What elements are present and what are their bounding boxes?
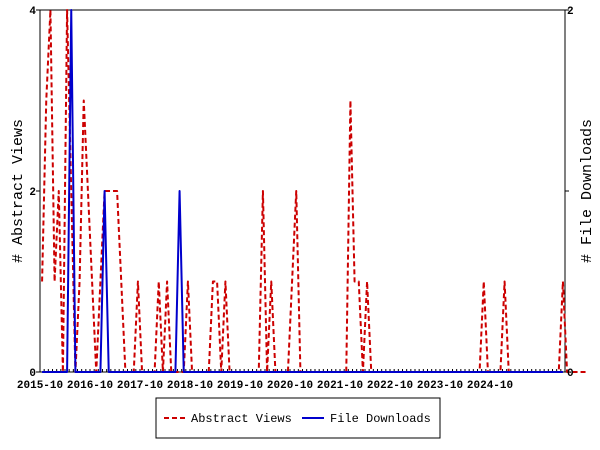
series-layer xyxy=(41,9,588,373)
x-tick-label: 2022-10 xyxy=(367,380,413,392)
x-tick-label: 2018-10 xyxy=(167,380,213,392)
x-tick-label: 2019-10 xyxy=(217,380,263,392)
x-tick-label: 2016-10 xyxy=(67,380,113,392)
y-right-axis-title: # File Downloads xyxy=(579,119,596,263)
y-left-tick-label: 0 xyxy=(29,368,36,380)
series-line-file-downloads xyxy=(42,9,563,373)
x-tick-label: 2023-10 xyxy=(417,380,463,392)
tick-labels: 2015-10 2016-10 2017-10 2018-10 2019-10 2020-… xyxy=(17,6,574,392)
x-tick-label: 2020-10 xyxy=(267,380,313,392)
legend-box xyxy=(155,397,441,439)
series-line-abstract-views xyxy=(41,9,588,373)
y-right-tick-label: 2 xyxy=(567,6,574,18)
y-left-axis-title: # Abstract Views xyxy=(10,119,27,263)
y-left-tick-label: 2 xyxy=(29,187,36,199)
y-left-tick-label: 4 xyxy=(29,6,36,18)
x-tick-label: 2017-10 xyxy=(117,380,163,392)
x-tick-label: 2015-10 xyxy=(17,380,63,392)
legend-label-file-downloads: File Downloads xyxy=(330,412,431,426)
x-tick-label: 2021-10 xyxy=(317,380,363,392)
legend-label-abstract-views: Abstract Views xyxy=(191,412,292,426)
legend: Abstract Views File Downloads xyxy=(155,397,441,439)
y-right-tick-label: 0 xyxy=(567,368,574,380)
x-tick-label: 2024-10 xyxy=(467,380,513,392)
